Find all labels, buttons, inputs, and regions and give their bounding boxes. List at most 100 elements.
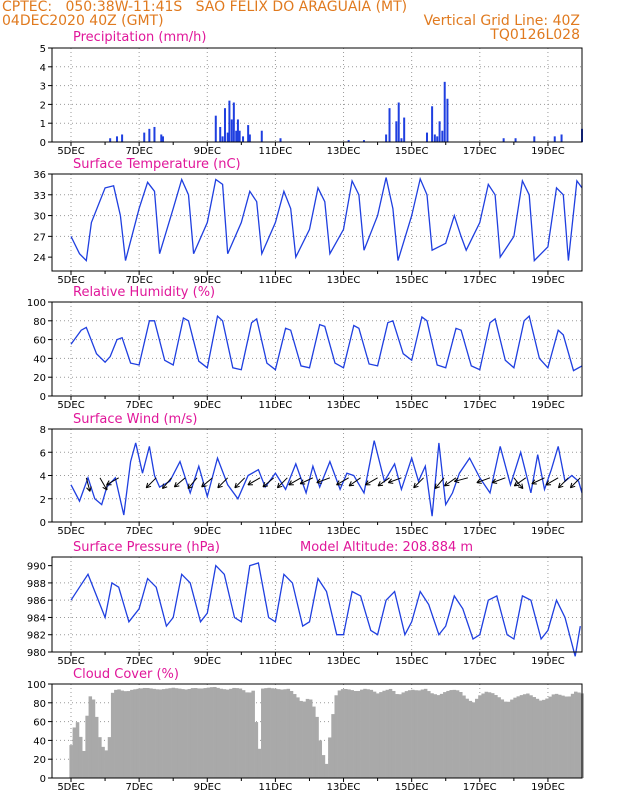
cloud-bar (427, 691, 431, 778)
cloud-bar (548, 696, 552, 778)
cloud-bar (187, 688, 192, 778)
cloud-bar (289, 690, 294, 778)
precip-ytick-label: 2 (40, 100, 46, 111)
cloud-bar (475, 698, 479, 778)
cloud-bar (423, 688, 428, 778)
cloud-bar (267, 687, 271, 778)
wind-wind-arrow (85, 477, 92, 492)
cloud-bar (318, 740, 323, 778)
precip-bar (109, 138, 112, 142)
wind-ytick-label: 6 (40, 448, 46, 459)
pressure-xtick-label: 5DEC (57, 656, 84, 667)
cloud-bar (155, 689, 160, 778)
cloud-bar (564, 696, 568, 778)
wind-wind-arrow (377, 477, 390, 487)
cloud-xtick-label: 17DEC (463, 782, 497, 793)
pressure-xtick-label: 11DEC (259, 656, 293, 667)
cloud-ytick-label: 20 (33, 755, 46, 766)
header-run-date: 04DEC2020 40Z (GMT) (2, 13, 164, 29)
wind-ytick-label: 4 (40, 472, 46, 483)
cloud-bar (91, 699, 96, 778)
pressure-series-line (70, 562, 581, 657)
cloud-bar (308, 699, 313, 778)
precip-bar (438, 121, 441, 142)
precip-ytick-label: 4 (40, 63, 46, 74)
cloud-bar (366, 689, 370, 778)
cloud-bar (369, 689, 374, 778)
cloud-bar (181, 689, 185, 778)
cloud-bar (248, 692, 252, 778)
cloud-bar (283, 689, 287, 778)
precip-ytick-label: 0 (40, 138, 46, 149)
cloud-bar (452, 689, 457, 778)
cloud-bar (468, 700, 473, 778)
wind-wind-arrow (454, 477, 469, 484)
cloud-bar (465, 698, 469, 778)
cloud-bar (139, 688, 144, 778)
wind-frame (51, 428, 583, 523)
wind-wind-arrow (276, 477, 288, 489)
precip-bar (441, 130, 444, 142)
cloud-bar (561, 695, 565, 778)
cloud-bar (446, 690, 450, 778)
cloud-ytick-label: 80 (33, 699, 46, 710)
precip-bar (148, 128, 151, 142)
cloud-bar (388, 688, 393, 778)
precip-xtick-label: 13DEC (327, 146, 361, 157)
cloud-bar (379, 692, 383, 778)
temp-xtick-label: 7DEC (125, 275, 152, 286)
cloud-bar (404, 691, 409, 778)
cloud-bar (324, 763, 329, 778)
wind-wind-arrow (434, 477, 445, 490)
cloud-bar (420, 689, 425, 778)
cloud-ytick-label: 100 (27, 680, 46, 691)
cloud-bar (184, 689, 188, 778)
precip-xtick-label: 5DEC (57, 146, 84, 157)
temp-xtick-label: 15DEC (395, 275, 429, 286)
cloud-bar (411, 689, 415, 778)
precip-bar (235, 130, 238, 142)
cloud-bar (538, 700, 543, 778)
cloud-bar (107, 737, 112, 778)
wind-wind-arrow (365, 477, 378, 486)
pressure-xtick-label: 9DEC (194, 656, 221, 667)
cloud-bar (385, 689, 390, 778)
precip-bar (395, 121, 398, 142)
wind-xtick-label: 7DEC (125, 526, 152, 537)
wind-wind-arrow (316, 477, 331, 484)
cloud-bar (78, 736, 83, 778)
cloud-bar (203, 688, 208, 778)
cloud-bar (321, 755, 326, 778)
temp-ytick-label: 33 (33, 191, 46, 202)
cloud-xtick-label: 15DEC (395, 782, 429, 793)
wind-wind-arrow (217, 477, 229, 489)
cloud-xtick-label: 19DEC (531, 782, 565, 793)
cloud-bar (551, 694, 556, 778)
wind-wind-arrow (262, 477, 275, 488)
cloud-bar (305, 698, 310, 778)
cloud-bar (350, 690, 354, 778)
cloud-bar (296, 697, 300, 778)
rh-ytick-label: 20 (33, 373, 46, 384)
cloud-bar (238, 688, 243, 778)
precip-frame (51, 47, 583, 143)
cloud-bar (433, 694, 437, 778)
wind-xtick-label: 9DEC (194, 526, 221, 537)
wind-xtick-label: 19DEC (531, 526, 565, 537)
cloud-bar (126, 691, 131, 778)
cloud-bar (286, 688, 291, 778)
precip-bar (560, 134, 563, 142)
cloud-bar (117, 689, 121, 778)
precip-title: Precipitation (mm/h) (73, 30, 206, 45)
cloud-bar (123, 691, 128, 778)
rh-xtick-label: 17DEC (463, 400, 497, 411)
precip-xtick-label: 7DEC (125, 146, 152, 157)
cloud-bar (193, 688, 198, 778)
header-grid-line: Vertical Grid Line: 40Z (423, 13, 580, 29)
precip-bar (433, 134, 436, 142)
cloud-bar (98, 737, 102, 778)
cloud-bar (436, 695, 441, 778)
cloud-bar (344, 688, 348, 778)
wind-wind-arrow (545, 477, 559, 486)
rh-xtick-label: 13DEC (327, 400, 361, 411)
